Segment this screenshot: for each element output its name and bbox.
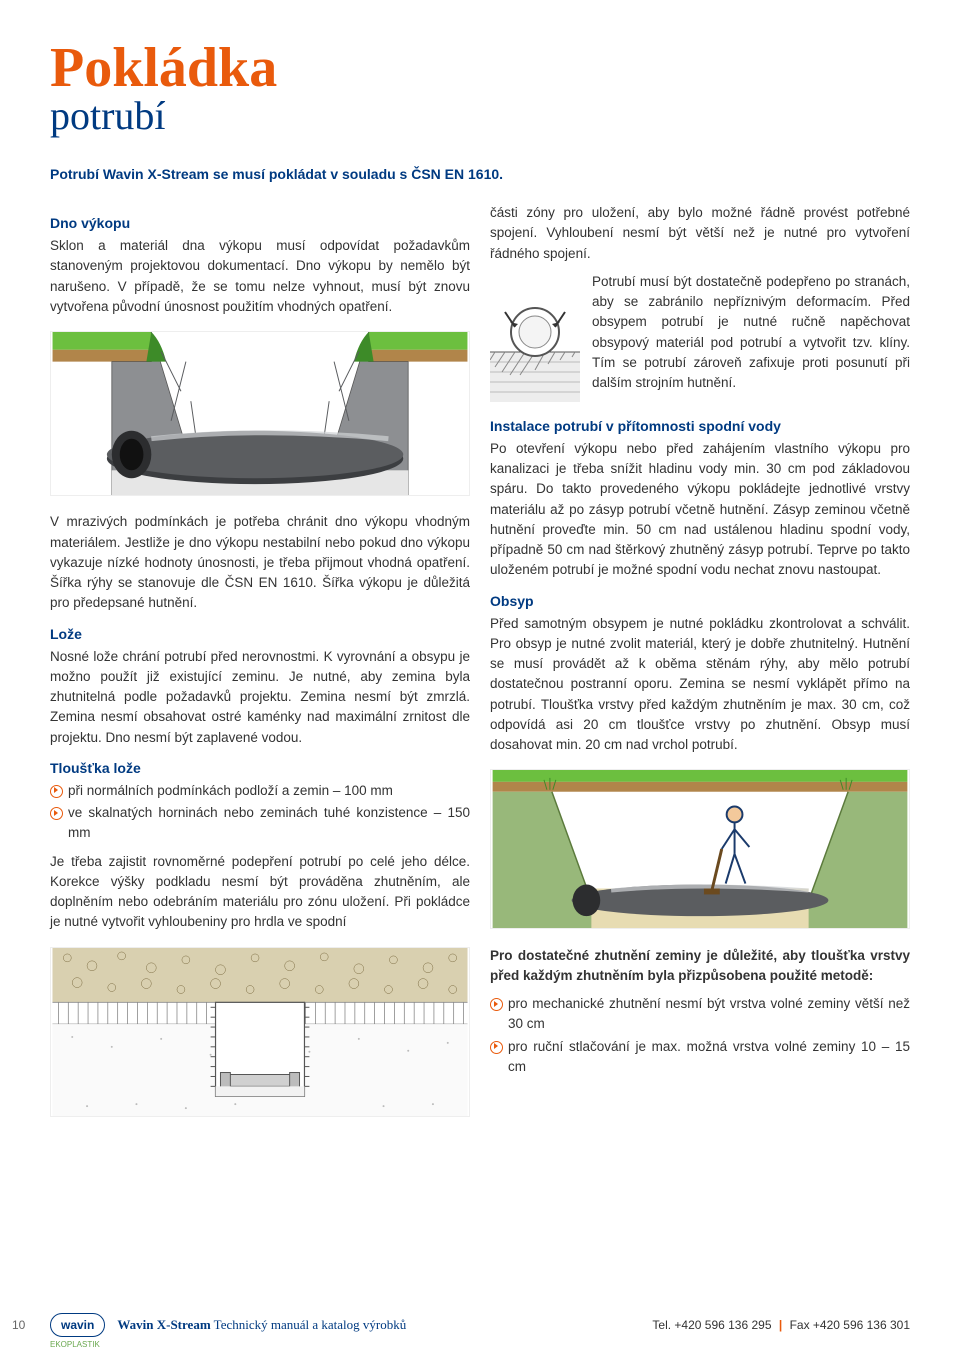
footer-title-bold: Wavin X-Stream (117, 1317, 210, 1332)
heading-obsyp: Obsyp (490, 591, 910, 612)
list-item: pro mechanické zhutnění nesmí být vrstva… (490, 994, 910, 1035)
para-podepren: Je třeba zajistit rovnoměrné podepření p… (50, 852, 470, 933)
right-column: části zóny pro uložení, aby bylo možné ř… (490, 203, 910, 1133)
heading-dno-vykopu: Dno výkopu (50, 213, 470, 234)
para-loze: Nosné lože chrání potrubí před nerovnost… (50, 647, 470, 748)
illustration-trench-pipe (50, 331, 470, 496)
footer-contact: Tel. +420 596 136 295 | Fax +420 596 136… (652, 1316, 910, 1334)
illustration-cross-section (50, 947, 470, 1117)
left-column: Dno výkopu Sklon a materiál dna výkopu m… (50, 203, 470, 1133)
list-item: pro ruční stlačování je max. možná vrstv… (490, 1037, 910, 1078)
para-mraz: V mrazivých podmínkách je potřeba chráni… (50, 512, 470, 613)
heading-loze: Lože (50, 624, 470, 645)
page-number: 10 (12, 1316, 25, 1334)
wavin-logo: wavin (50, 1313, 105, 1337)
para-dno-vykopu: Sklon a materiál dna výkopu musí odpovíd… (50, 236, 470, 317)
list-item: ve skalnatých horninách nebo zeminách tu… (50, 803, 470, 844)
list-zhutneni: pro mechanické zhutnění nesmí být vrstva… (490, 994, 910, 1077)
ekoplastik-label: EKOPLASTIK (50, 1339, 100, 1351)
footer-title-rest: Technický manuál a katalog výrobků (211, 1317, 407, 1332)
intro-text: Potrubí Wavin X-Stream se musí pokládat … (50, 164, 910, 185)
para-cont-zona: části zóny pro uložení, aby bylo možné ř… (490, 203, 910, 264)
para-zhutneni-bold: Pro dostatečné zhutnění zeminy je důleži… (490, 946, 910, 987)
illustration-worker-trench (490, 769, 910, 929)
heading-tloustka-loze: Tloušťka lože (50, 758, 470, 779)
footer-fax: Fax +420 596 136 301 (790, 1318, 910, 1332)
list-item: při normálních podmínkách podloží a zemi… (50, 781, 470, 801)
page-title-main: Pokládka (50, 40, 910, 96)
footer-tel: Tel. +420 596 136 295 (652, 1318, 771, 1332)
heading-instalace: Instalace potrubí v přítomnosti spodní v… (490, 416, 910, 437)
para-obsyp: Před samotným obsypem je nutné pokládku … (490, 614, 910, 756)
separator-icon: | (775, 1318, 786, 1332)
list-tloustka: při normálních podmínkách podloží a zemi… (50, 781, 470, 844)
page-footer: 10 wavin Wavin X-Stream Technický manuál… (0, 1313, 960, 1337)
illustration-pipe-wedge (490, 272, 580, 402)
para-instalace: Po otevření výkopu nebo před zahájením v… (490, 439, 910, 581)
page-title-sub: potrubí (50, 96, 910, 136)
